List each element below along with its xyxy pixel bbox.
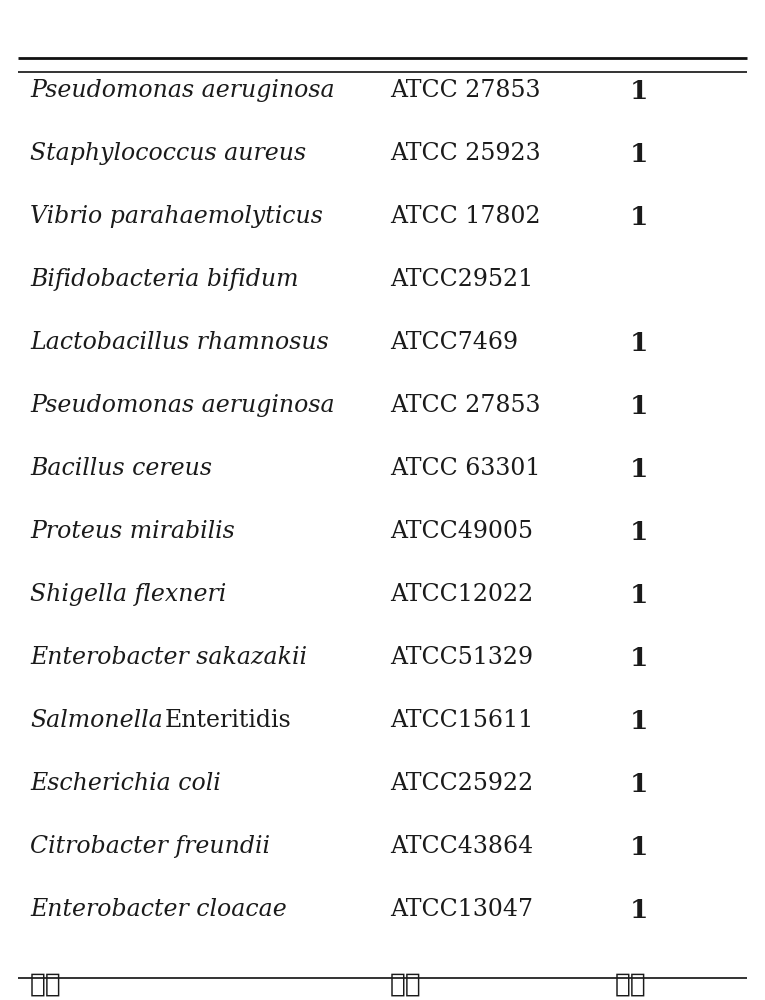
Text: 1: 1 bbox=[630, 709, 649, 734]
Text: 菌株: 菌株 bbox=[30, 972, 62, 998]
Text: Bacillus cereus: Bacillus cereus bbox=[30, 457, 212, 480]
Text: 1: 1 bbox=[630, 142, 649, 167]
Text: 1: 1 bbox=[630, 79, 649, 104]
Text: 1: 1 bbox=[630, 457, 649, 482]
Text: 1: 1 bbox=[630, 331, 649, 356]
Text: ATCC51329: ATCC51329 bbox=[390, 646, 533, 669]
Text: ATCC29521: ATCC29521 bbox=[390, 268, 533, 291]
Text: ATCC7469: ATCC7469 bbox=[390, 331, 518, 354]
Text: Staphylococcus aureus: Staphylococcus aureus bbox=[30, 142, 306, 165]
Text: 菌数: 菌数 bbox=[615, 972, 646, 998]
Text: ATCC49005: ATCC49005 bbox=[390, 520, 533, 543]
Text: ATCC12022: ATCC12022 bbox=[390, 583, 533, 606]
Text: 1: 1 bbox=[630, 835, 649, 860]
Text: ATCC15611: ATCC15611 bbox=[390, 709, 533, 732]
Text: ATCC 17802: ATCC 17802 bbox=[390, 205, 541, 228]
Text: ATCC 25923: ATCC 25923 bbox=[390, 142, 541, 165]
Text: 1: 1 bbox=[630, 772, 649, 797]
Text: ATCC13047: ATCC13047 bbox=[390, 898, 533, 921]
Text: 1: 1 bbox=[630, 898, 649, 923]
Text: Pseudomonas aeruginosa: Pseudomonas aeruginosa bbox=[30, 79, 334, 102]
Text: Escherichia coli: Escherichia coli bbox=[30, 772, 221, 795]
Text: Salmonella: Salmonella bbox=[30, 709, 163, 732]
Text: Proteus mirabilis: Proteus mirabilis bbox=[30, 520, 235, 543]
Text: Lactobacillus rhamnosus: Lactobacillus rhamnosus bbox=[30, 331, 329, 354]
Text: Bifidobacteria bifidum: Bifidobacteria bifidum bbox=[30, 268, 298, 291]
Text: 编号: 编号 bbox=[390, 972, 422, 998]
Text: ATCC43864: ATCC43864 bbox=[390, 835, 533, 858]
Text: ATCC 27853: ATCC 27853 bbox=[390, 79, 541, 102]
Text: Citrobacter freundii: Citrobacter freundii bbox=[30, 835, 270, 858]
Text: 1: 1 bbox=[630, 205, 649, 230]
Text: ATCC 27853: ATCC 27853 bbox=[390, 394, 541, 417]
Text: ATCC 63301: ATCC 63301 bbox=[390, 457, 541, 480]
Text: 1: 1 bbox=[630, 394, 649, 419]
Text: Enterobacter sakazakii: Enterobacter sakazakii bbox=[30, 646, 307, 669]
Text: 1: 1 bbox=[630, 646, 649, 671]
Text: ATCC25922: ATCC25922 bbox=[390, 772, 533, 795]
Text: Enterobacter cloacae: Enterobacter cloacae bbox=[30, 898, 287, 921]
Text: 1: 1 bbox=[630, 583, 649, 608]
Text: Shigella flexneri: Shigella flexneri bbox=[30, 583, 226, 606]
Text: 1: 1 bbox=[630, 520, 649, 545]
Text: Vibrio parahaemolyticus: Vibrio parahaemolyticus bbox=[30, 205, 323, 228]
Text: Pseudomonas aeruginosa: Pseudomonas aeruginosa bbox=[30, 394, 334, 417]
Text: Enteritidis: Enteritidis bbox=[164, 709, 291, 732]
